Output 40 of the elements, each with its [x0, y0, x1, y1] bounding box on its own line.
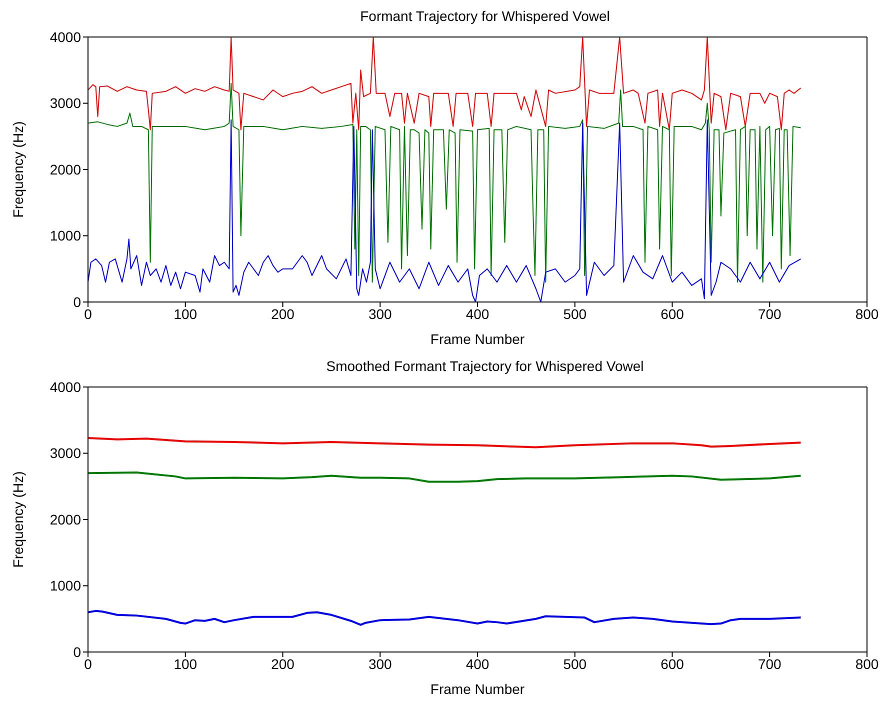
- y-tick-label: 2000: [50, 511, 82, 528]
- x-tick-label: 600: [660, 306, 684, 322]
- x-tick-label: 800: [855, 306, 879, 322]
- y-tick-label: 0: [73, 294, 82, 310]
- chart-title: Formant Trajectory for Whispered Vowel: [359, 8, 611, 26]
- x-tick-label: 500: [563, 656, 587, 672]
- line-series: [88, 610, 802, 626]
- y-tick-label: 1000: [50, 578, 82, 594]
- x-tick-label: 500: [563, 306, 587, 322]
- y-tick-label: 1000: [50, 228, 82, 244]
- x-tick-label: 100: [174, 306, 198, 322]
- x-tick-label: 200: [271, 656, 295, 672]
- x-tick-label: 700: [758, 656, 782, 672]
- x-tick-label: 400: [466, 306, 490, 322]
- y-axis-title: Frequency (Hz): [10, 121, 26, 218]
- y-tick-label: 2000: [50, 161, 82, 178]
- chart-title: Smoothed Formant Trajectory for Whispered Vowel: [325, 358, 645, 376]
- x-tick-label: 700: [758, 306, 782, 322]
- y-tick-label: 3000: [50, 95, 82, 112]
- line-series: [88, 119, 802, 302]
- line-series: [88, 82, 802, 283]
- x-axis-title: Frame Number: [430, 331, 525, 347]
- x-tick-label: 300: [368, 656, 392, 672]
- line-series: [88, 471, 802, 483]
- x-tick-label: 800: [855, 656, 879, 672]
- line-series: [88, 437, 802, 448]
- y-tick-label: 4000: [50, 28, 82, 45]
- y-tick-label: 0: [73, 644, 82, 660]
- x-tick-label: 600: [660, 656, 684, 672]
- x-axis-title: Frame Number: [430, 681, 525, 697]
- y-axis-title: Frequency (Hz): [10, 471, 26, 568]
- x-tick-label: 100: [174, 656, 198, 672]
- line-series: [88, 37, 802, 130]
- x-tick-label: 0: [84, 656, 92, 672]
- x-tick-label: 0: [84, 306, 92, 322]
- y-tick-label: 4000: [50, 378, 82, 395]
- x-tick-label: 300: [368, 306, 392, 322]
- x-tick-label: 400: [466, 656, 490, 672]
- x-tick-label: 200: [271, 306, 295, 322]
- y-tick-label: 3000: [50, 445, 82, 462]
